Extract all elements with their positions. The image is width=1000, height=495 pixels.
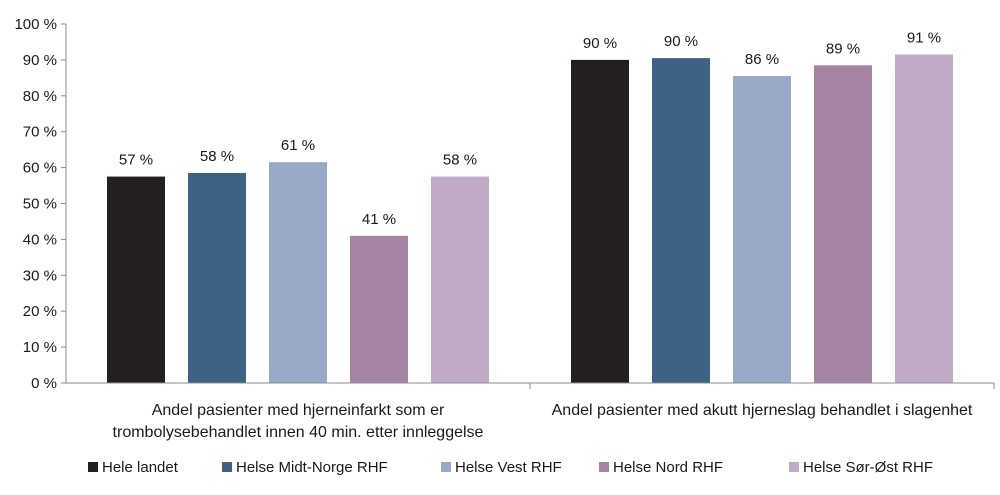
data-label: 58 % (443, 152, 477, 169)
data-label: 90 % (583, 35, 617, 52)
data-labels: 57 % 58 % 61 % 41 % 58 % 90 % 90 % 86 % 89 % 91 % (119, 30, 941, 228)
legend-swatch (222, 462, 232, 472)
y-axis: 0 % 10 % 20 % 30 % 40 % 50 % 60 % 70 % 80 % 90 % 1… (14, 16, 67, 392)
legend-label: Helse Sør-Øst RHF (803, 459, 933, 476)
bar (895, 54, 953, 383)
y-tick-label: 20 % (23, 303, 57, 320)
bar (652, 58, 710, 383)
bar (188, 172, 246, 383)
y-tick-label: 90 % (23, 52, 57, 69)
bar (107, 176, 165, 383)
legend-swatch (599, 462, 609, 472)
x-axis: Andel pasienter med hjerneinfarkt som er… (66, 382, 995, 441)
legend-swatch (789, 462, 799, 472)
y-tick-label: 80 % (23, 88, 57, 105)
y-tick-label: 60 % (23, 160, 57, 177)
y-tick-label: 100 % (14, 16, 57, 33)
data-label: 41 % (362, 211, 396, 228)
legend-swatch (441, 462, 451, 472)
legend: Hele landet Helse Midt-Norge RHF Helse Ves… (88, 459, 933, 476)
bar (571, 59, 629, 384)
y-tick-label: 30 % (23, 267, 57, 284)
bar (431, 176, 489, 383)
bar (350, 235, 408, 383)
y-tick-label: 70 % (23, 124, 57, 141)
data-label: 90 % (664, 33, 698, 50)
bar (814, 65, 872, 383)
x-category-label: Andel pasienter med hjerneinfarkt som er (152, 402, 445, 419)
data-label: 91 % (907, 30, 941, 47)
bar (733, 76, 791, 384)
data-label: 89 % (826, 40, 860, 57)
y-tick-label: 50 % (23, 196, 57, 213)
legend-swatch (88, 462, 98, 472)
data-label: 58 % (200, 148, 234, 165)
x-category-label: Andel pasienter med akutt hjerneslag beh… (552, 402, 973, 419)
bar (269, 162, 327, 383)
legend-label: Hele landet (102, 459, 179, 476)
x-category-label: trombolysebehandlet innen 40 min. etter … (113, 424, 484, 441)
legend-label: Helse Vest RHF (455, 459, 562, 476)
y-tick-label: 10 % (23, 339, 57, 356)
legend-label: Helse Nord RHF (613, 459, 723, 476)
y-tick-label: 0 % (31, 375, 57, 392)
y-tick-label: 40 % (23, 231, 57, 248)
data-label: 86 % (745, 51, 779, 68)
legend-label: Helse Midt-Norge RHF (236, 459, 388, 476)
data-label: 57 % (119, 152, 153, 169)
data-label: 61 % (281, 137, 315, 154)
bars (107, 54, 953, 384)
